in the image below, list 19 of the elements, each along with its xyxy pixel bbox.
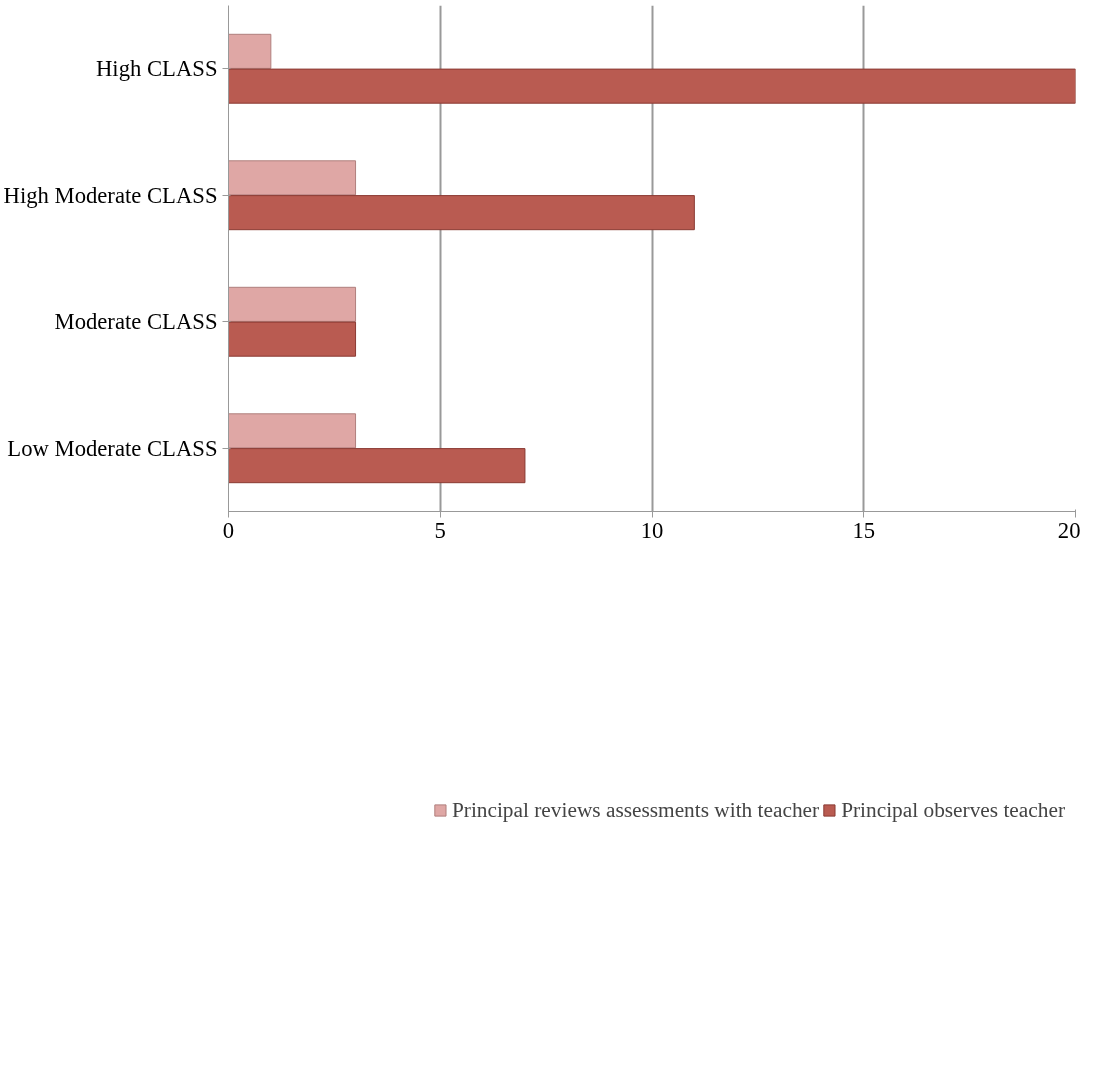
bar [228, 68, 1076, 104]
y-tick-label: Low Moderate CLASS [7, 435, 218, 461]
x-tick-label: 15 [852, 517, 876, 543]
bar [228, 160, 357, 196]
legend-label: Principal reviews assessments with teacher [451, 797, 820, 823]
x-tick-label: 0 [222, 517, 235, 543]
x-tick-label: 20 [1057, 517, 1081, 543]
x-tick-label: 10 [640, 517, 664, 543]
bar [228, 195, 695, 231]
bar [228, 286, 357, 322]
y-tick-label: Moderate CLASS [54, 309, 218, 335]
bar [228, 33, 272, 69]
legend-label: Principal observes teacher [841, 797, 1065, 823]
x-tick-label: 5 [434, 517, 446, 543]
bar [228, 448, 526, 484]
bar [228, 413, 357, 449]
y-tick-label: High Moderate CLASS [3, 182, 218, 208]
bar [228, 321, 357, 357]
y-tick-label: High CLASS [96, 56, 218, 82]
